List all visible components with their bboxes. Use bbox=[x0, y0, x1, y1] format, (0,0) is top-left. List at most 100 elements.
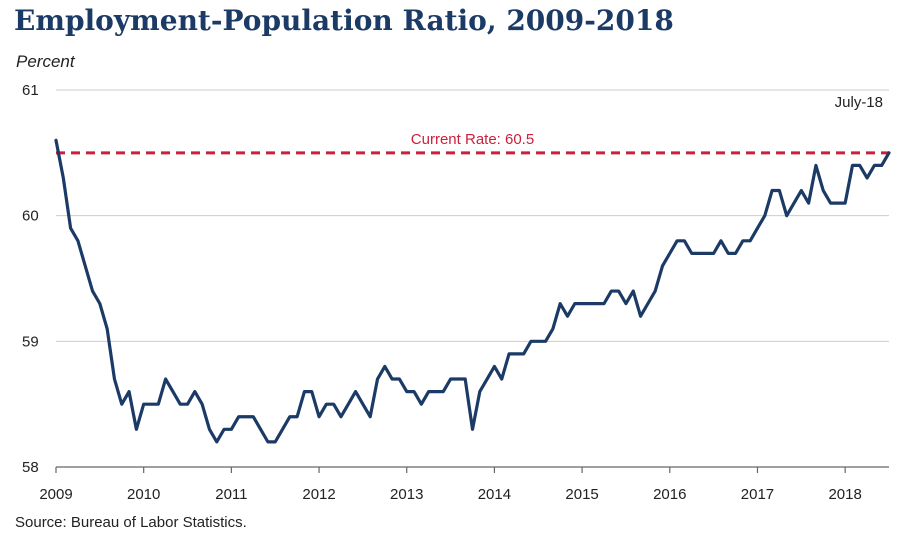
data-point bbox=[230, 428, 233, 431]
data-point bbox=[654, 290, 657, 293]
x-tick-label: 2009 bbox=[39, 486, 72, 503]
data-point bbox=[741, 239, 744, 242]
data-point bbox=[318, 415, 321, 418]
data-point bbox=[522, 352, 525, 355]
data-point bbox=[157, 403, 160, 406]
data-point bbox=[537, 340, 540, 343]
x-tick-label: 2012 bbox=[302, 486, 335, 503]
data-point bbox=[442, 390, 445, 393]
x-tick-label: 2013 bbox=[390, 486, 423, 503]
data-point bbox=[171, 390, 174, 393]
x-tick-label: 2016 bbox=[653, 486, 686, 503]
data-point bbox=[573, 302, 576, 305]
y-tick-label: 61 bbox=[22, 82, 39, 99]
data-point bbox=[624, 302, 627, 305]
data-point bbox=[756, 227, 759, 230]
data-point bbox=[698, 252, 701, 255]
data-point bbox=[566, 315, 569, 318]
data-point bbox=[500, 378, 503, 381]
data-point bbox=[734, 252, 737, 255]
x-tick-label: 2014 bbox=[478, 486, 511, 503]
data-point bbox=[420, 403, 423, 406]
data-point bbox=[296, 415, 299, 418]
data-point bbox=[405, 390, 408, 393]
data-point bbox=[76, 239, 79, 242]
data-point bbox=[873, 164, 876, 167]
data-point bbox=[888, 151, 891, 154]
data-point bbox=[252, 415, 255, 418]
data-point bbox=[588, 302, 591, 305]
data-point bbox=[223, 428, 226, 431]
data-point bbox=[186, 403, 189, 406]
data-point bbox=[800, 189, 803, 192]
data-point bbox=[310, 390, 313, 393]
data-point bbox=[113, 378, 116, 381]
x-tick-label: 2010 bbox=[127, 486, 160, 503]
data-point bbox=[559, 302, 562, 305]
data-point bbox=[266, 440, 269, 443]
data-point bbox=[456, 378, 459, 381]
data-point bbox=[471, 428, 474, 431]
data-point bbox=[478, 390, 481, 393]
x-tick-label: 2018 bbox=[828, 486, 861, 503]
data-point bbox=[880, 164, 883, 167]
data-point bbox=[135, 428, 138, 431]
data-point bbox=[807, 202, 810, 205]
data-point bbox=[237, 415, 240, 418]
data-point bbox=[288, 415, 291, 418]
data-point bbox=[822, 189, 825, 192]
data-point bbox=[858, 164, 861, 167]
source-note: Source: Bureau of Labor Statistics. bbox=[15, 514, 247, 531]
data-point bbox=[332, 403, 335, 406]
data-point bbox=[683, 239, 686, 242]
data-point bbox=[749, 239, 752, 242]
chart-title: Employment-Population Ratio, 2009-2018 bbox=[14, 4, 674, 37]
data-point bbox=[610, 290, 613, 293]
data-point bbox=[851, 164, 854, 167]
data-point bbox=[274, 440, 277, 443]
data-point bbox=[84, 264, 87, 267]
data-point bbox=[617, 290, 620, 293]
data-point bbox=[639, 315, 642, 318]
x-tick-label: 2017 bbox=[741, 486, 774, 503]
data-point bbox=[603, 302, 606, 305]
data-point bbox=[829, 202, 832, 205]
data-point bbox=[632, 290, 635, 293]
data-point bbox=[164, 378, 167, 381]
data-point bbox=[398, 378, 401, 381]
data-point bbox=[771, 189, 774, 192]
y-tick-label: 58 bbox=[22, 459, 39, 476]
data-point bbox=[91, 290, 94, 293]
data-point bbox=[339, 415, 342, 418]
data-point bbox=[690, 252, 693, 255]
data-point bbox=[120, 403, 123, 406]
data-point bbox=[201, 403, 204, 406]
data-point bbox=[383, 365, 386, 368]
series-line bbox=[54, 138, 891, 444]
x-tick-label: 2015 bbox=[565, 486, 598, 503]
data-point bbox=[661, 264, 664, 267]
data-point bbox=[413, 390, 416, 393]
data-point bbox=[814, 164, 817, 167]
y-axis-unit-label: Percent bbox=[16, 52, 75, 71]
data-point bbox=[434, 390, 437, 393]
data-point bbox=[62, 176, 65, 179]
data-point bbox=[464, 378, 467, 381]
data-point bbox=[508, 352, 511, 355]
data-point bbox=[844, 202, 847, 205]
data-point bbox=[106, 327, 109, 330]
data-point bbox=[347, 403, 350, 406]
data-point bbox=[303, 390, 306, 393]
data-point bbox=[361, 403, 364, 406]
y-tick-label: 60 bbox=[22, 208, 39, 225]
data-point bbox=[544, 340, 547, 343]
data-point bbox=[142, 403, 145, 406]
data-point bbox=[866, 176, 869, 179]
data-point bbox=[179, 403, 182, 406]
data-point bbox=[69, 227, 72, 230]
data-point bbox=[208, 428, 211, 431]
data-point bbox=[763, 214, 766, 217]
current-rate-label: Current Rate: 60.5 bbox=[411, 131, 534, 148]
data-point bbox=[193, 390, 196, 393]
